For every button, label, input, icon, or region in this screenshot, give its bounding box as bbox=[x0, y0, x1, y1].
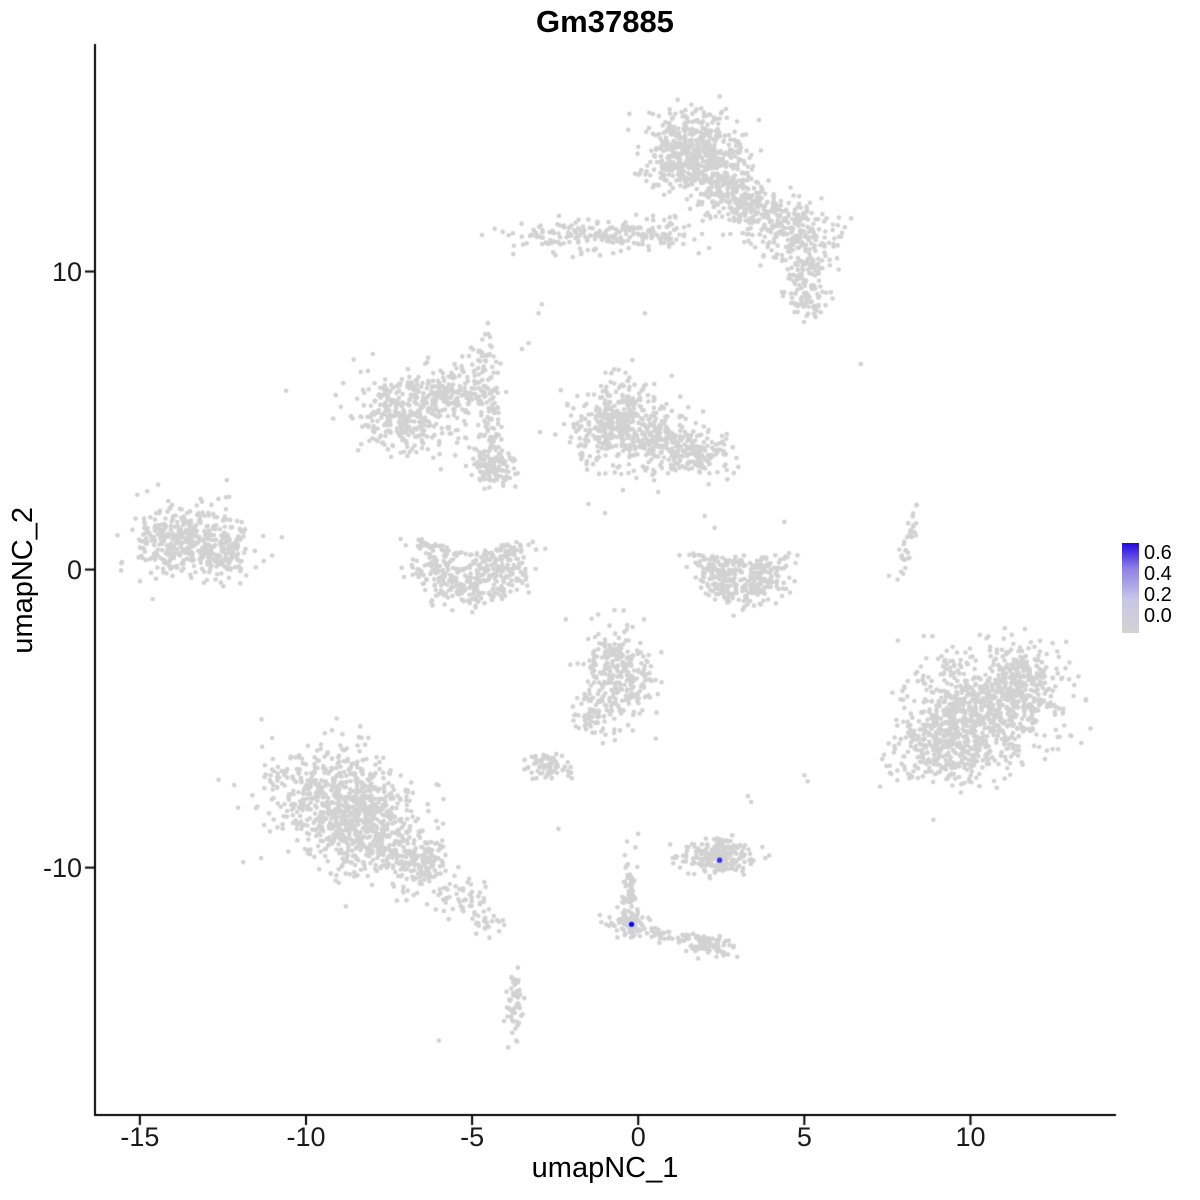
legend-gradient-bar bbox=[1122, 543, 1139, 633]
x-axis-label: umapNC_1 bbox=[531, 1152, 679, 1184]
x-tick-label: -5 bbox=[460, 1122, 485, 1152]
y-tick-label: 0 bbox=[66, 554, 82, 585]
legend-tick-label: 0.0 bbox=[1144, 605, 1172, 627]
x-tick-label: 10 bbox=[955, 1122, 986, 1152]
legend: 0.6 0.4 0.2 0.0 bbox=[1122, 540, 1200, 640]
plot-title: Gm37885 bbox=[536, 4, 674, 39]
y-tick-label: -10 bbox=[42, 852, 82, 883]
x-tick-label: -10 bbox=[286, 1122, 326, 1152]
x-tick-label: 5 bbox=[796, 1122, 812, 1152]
x-tick-label: -15 bbox=[120, 1122, 160, 1152]
legend-tick-label: 0.4 bbox=[1144, 563, 1172, 585]
x-tick-label: 0 bbox=[630, 1122, 646, 1152]
legend-tick-label: 0.2 bbox=[1144, 584, 1172, 606]
y-tick-label: 10 bbox=[51, 256, 82, 287]
legend-tick-label: 0.6 bbox=[1144, 542, 1172, 564]
